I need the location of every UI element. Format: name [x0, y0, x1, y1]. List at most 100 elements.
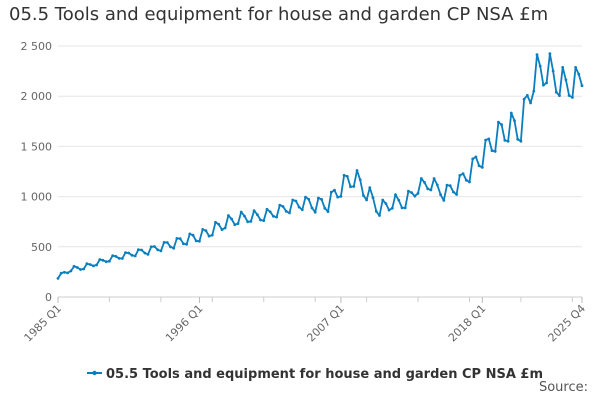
data-point	[419, 177, 423, 180]
data-point	[313, 210, 317, 214]
gridlines	[58, 45, 582, 298]
series-layer	[56, 52, 584, 280]
data-point	[477, 164, 481, 168]
data-point	[172, 246, 176, 250]
data-point	[426, 187, 430, 191]
data-point	[207, 234, 211, 238]
data-point	[416, 192, 420, 195]
data-point	[217, 222, 221, 226]
data-point	[461, 172, 465, 176]
y-tick-label: 1 500	[21, 140, 53, 153]
data-point	[326, 210, 330, 214]
data-point	[252, 209, 256, 213]
data-point	[390, 206, 394, 210]
data-point	[580, 84, 584, 88]
data-point	[69, 269, 73, 273]
data-point	[249, 220, 253, 223]
data-point	[500, 123, 503, 127]
data-point	[400, 206, 404, 210]
data-point	[493, 150, 497, 153]
data-point	[542, 83, 545, 87]
x-tick-label: 1996 Q1	[163, 302, 206, 345]
data-point	[146, 253, 150, 256]
data-point	[487, 137, 491, 141]
data-point	[281, 205, 285, 208]
data-point	[413, 194, 417, 198]
data-point	[323, 206, 327, 210]
data-point	[435, 183, 439, 187]
series-line	[57, 52, 583, 279]
data-point	[210, 233, 214, 237]
data-point	[439, 193, 442, 197]
data-point	[381, 198, 385, 202]
data-point	[92, 264, 95, 268]
data-point	[227, 214, 230, 217]
y-tick-label: 0	[45, 291, 52, 304]
data-point	[182, 242, 185, 246]
data-point	[268, 210, 272, 214]
data-point	[137, 248, 140, 252]
data-point	[458, 174, 462, 177]
data-point	[162, 241, 166, 244]
data-point	[272, 214, 275, 218]
data-point	[194, 239, 198, 243]
data-point	[529, 101, 532, 105]
data-point	[432, 177, 436, 180]
data-point	[480, 166, 484, 169]
data-point	[204, 229, 208, 233]
data-point	[378, 214, 381, 217]
data-point	[506, 139, 510, 143]
data-point	[551, 69, 555, 73]
data-point	[525, 94, 529, 97]
data-point	[484, 138, 487, 142]
data-point	[407, 189, 410, 193]
data-point	[75, 266, 79, 269]
source-label: Source:	[538, 380, 588, 395]
legend[interactable]: 05.5 Tools and equipment for house and g…	[87, 367, 543, 382]
data-point	[117, 256, 121, 260]
data-point	[108, 259, 111, 263]
axes: 0 500 1 000 1 500 2 000 2 500 1985 Q1 1996 Q1 20…	[21, 40, 589, 344]
data-point	[114, 255, 118, 258]
data-point	[468, 180, 471, 184]
data-point	[532, 89, 536, 93]
data-point	[538, 64, 542, 68]
data-point	[474, 155, 478, 159]
data-point	[513, 119, 516, 123]
data-point	[236, 222, 240, 226]
data-point	[178, 237, 182, 241]
data-point	[509, 111, 513, 115]
data-point	[233, 223, 237, 227]
data-point	[255, 213, 259, 217]
data-point	[452, 190, 455, 194]
x-tick-label: 2025 Q4	[546, 302, 589, 345]
data-point	[294, 199, 298, 203]
data-point	[59, 271, 63, 275]
data-point	[275, 215, 278, 219]
data-point	[169, 245, 172, 249]
data-point	[153, 245, 156, 248]
data-point	[291, 198, 295, 202]
data-point	[345, 175, 349, 178]
data-point	[374, 210, 378, 213]
data-point	[63, 270, 66, 274]
data-point	[429, 188, 433, 192]
x-tick-label: 2018 Q1	[446, 302, 489, 345]
data-point	[516, 137, 520, 141]
data-point	[66, 271, 69, 275]
data-point	[371, 196, 375, 200]
data-point	[310, 206, 314, 210]
data-point	[548, 52, 552, 56]
data-point	[455, 193, 458, 196]
data-point	[127, 251, 131, 255]
x-tick-label: 2007 Q1	[304, 302, 347, 345]
data-point	[355, 169, 359, 172]
data-point	[101, 258, 105, 262]
y-tick-label: 2 000	[21, 90, 53, 103]
data-point	[522, 97, 526, 101]
data-point	[72, 264, 76, 268]
data-point	[497, 120, 500, 124]
data-point	[365, 198, 368, 202]
data-point	[448, 184, 452, 188]
